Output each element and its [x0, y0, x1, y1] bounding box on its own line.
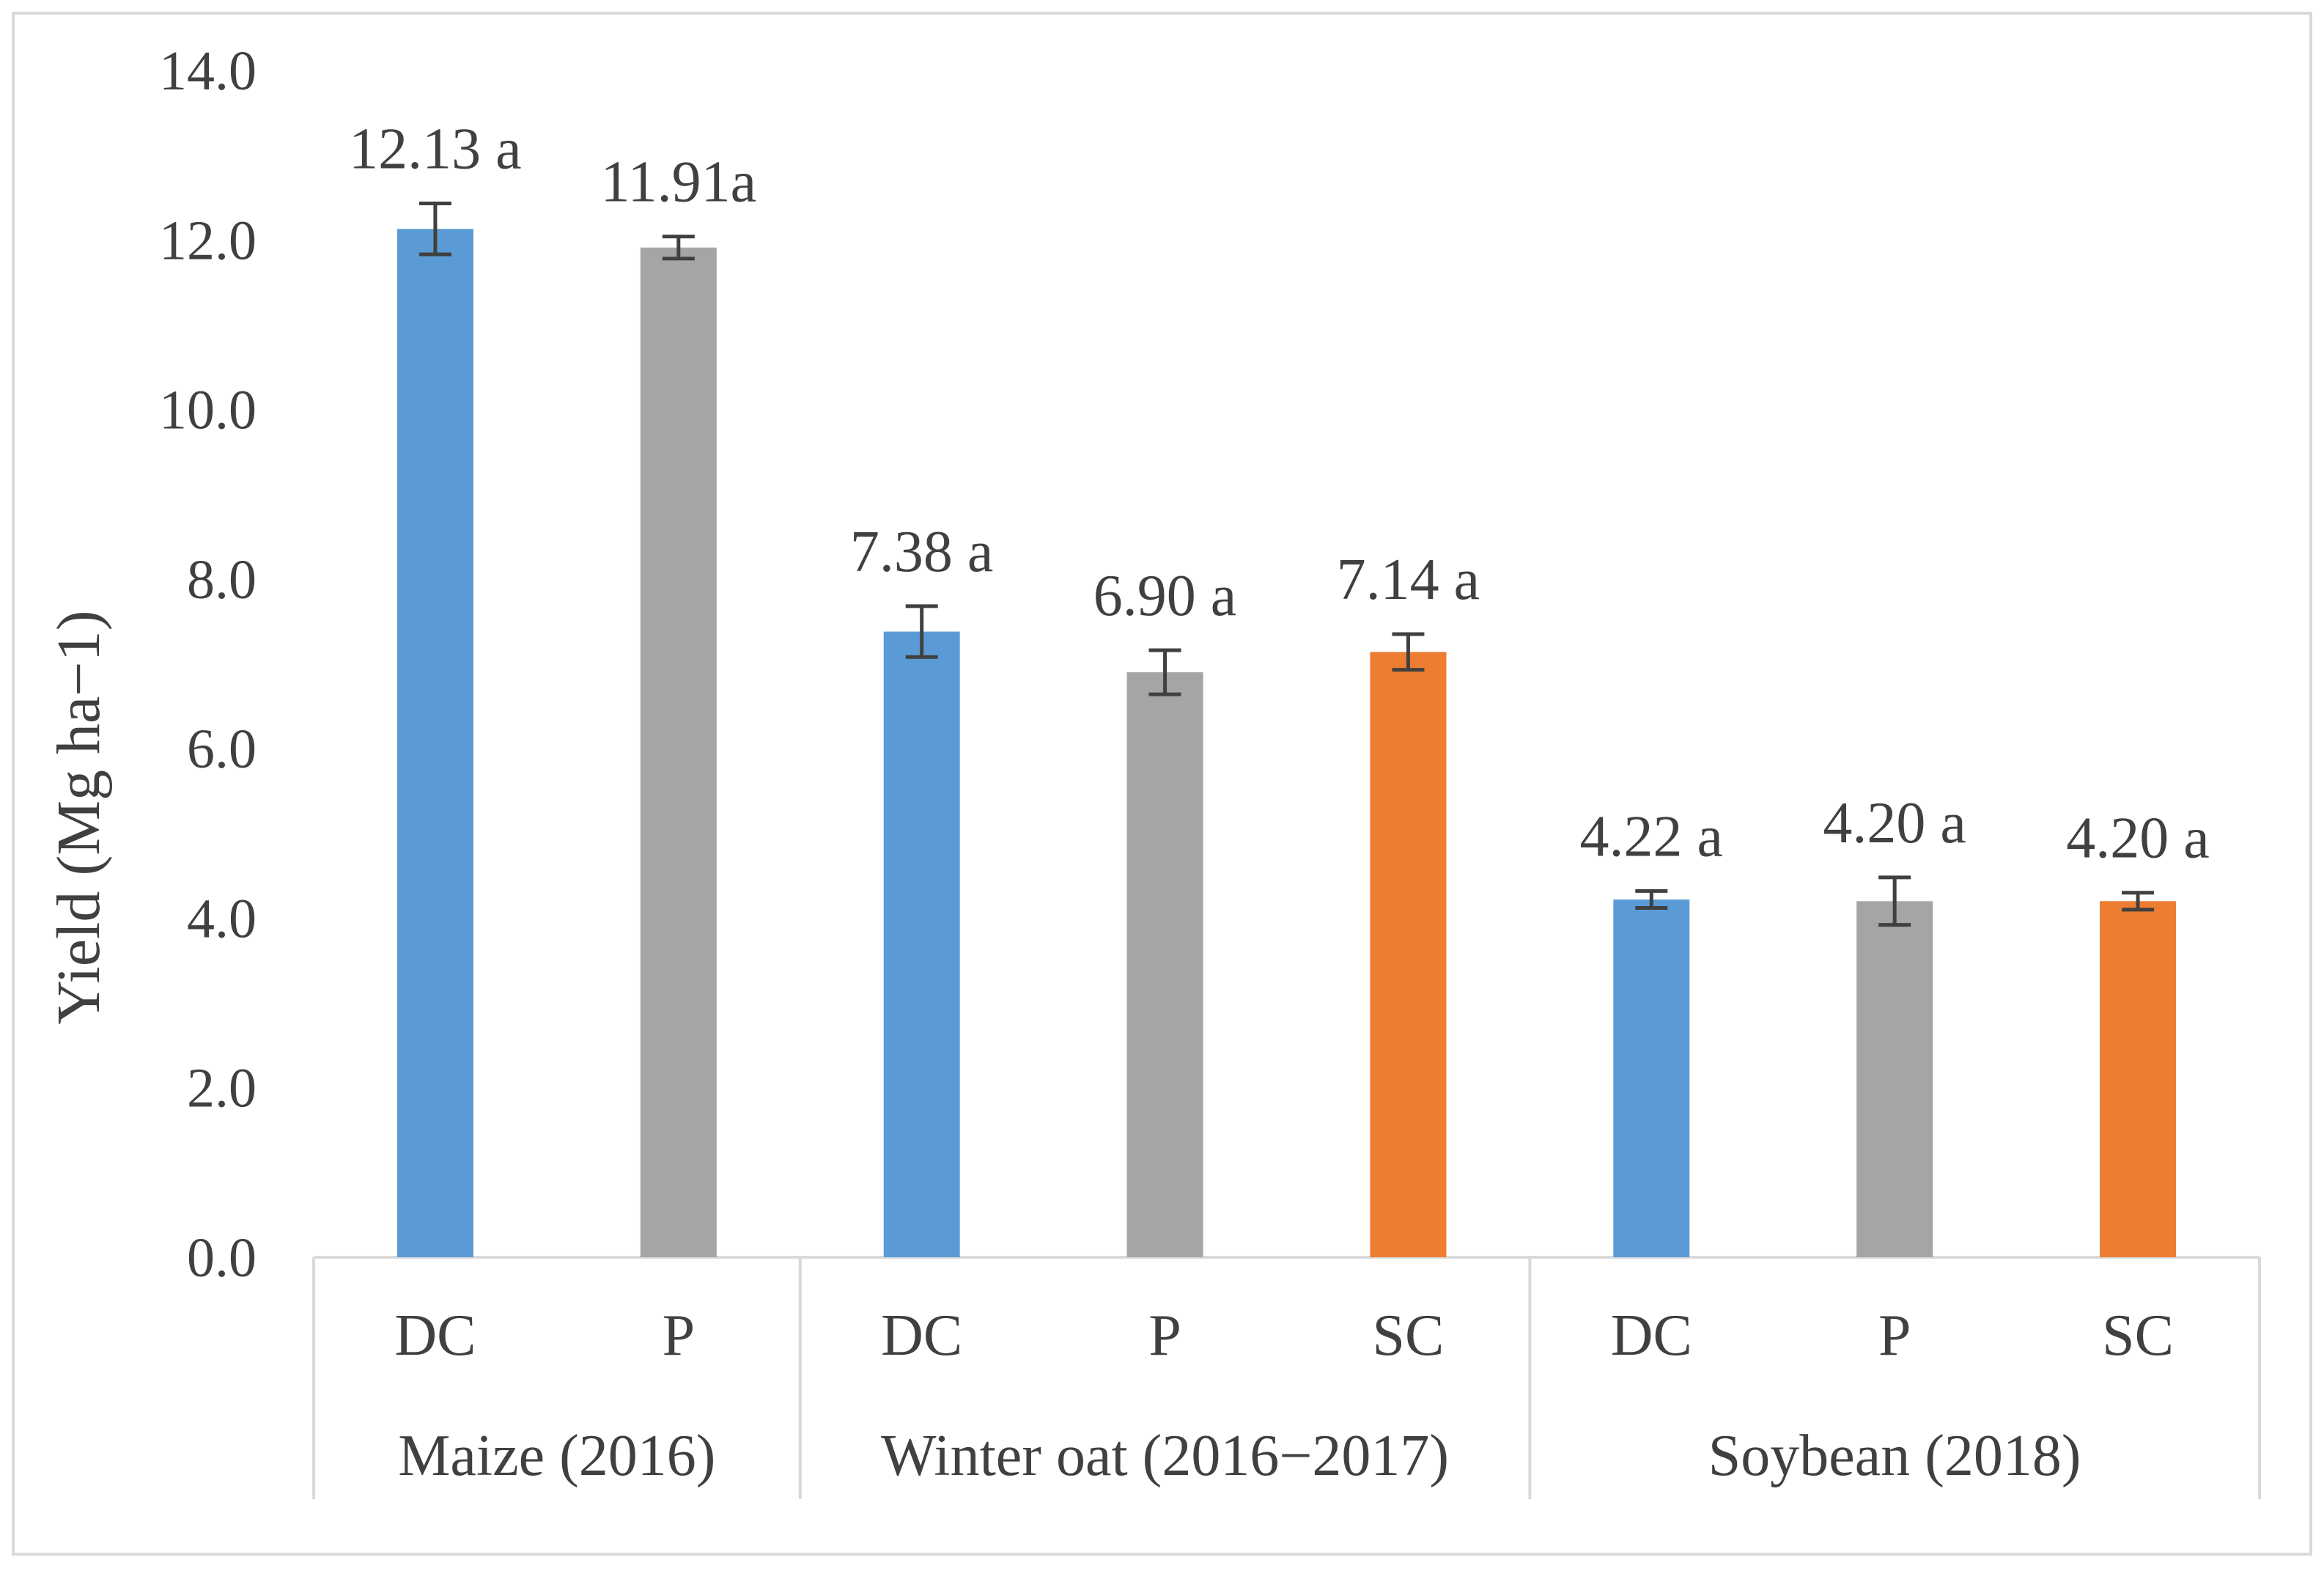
category-label: P	[1148, 1303, 1181, 1368]
data-label: 4.20 a	[2066, 806, 2210, 871]
group-labels: Maize (2016) Winter oat (2016−2017) Soybea…	[398, 1424, 2081, 1488]
category-label: DC	[881, 1303, 962, 1368]
category-label: SC	[2102, 1303, 2174, 1368]
bar	[1613, 899, 1690, 1257]
data-label: 4.22 a	[1580, 804, 1724, 869]
y-tick-label: 2.0	[187, 1058, 257, 1119]
y-tick-label: 0.0	[187, 1227, 257, 1289]
y-axis-ticks: 0.0 2.0 4.0 6.0 8.0 10.0 12.0 14.0	[159, 40, 257, 1289]
data-label: 12.13 a	[349, 117, 522, 182]
bar	[1370, 652, 1447, 1257]
group-label: Maize (2016)	[398, 1424, 715, 1488]
group-label: Winter oat (2016−2017)	[881, 1424, 1449, 1488]
category-labels: DC P DC P SC DC P SC	[394, 1303, 2174, 1368]
bar	[640, 247, 717, 1257]
y-tick-label: 6.0	[187, 718, 257, 780]
bar	[1856, 901, 1933, 1257]
data-label: 7.14 a	[1337, 548, 1480, 612]
category-label: DC	[1611, 1303, 1692, 1368]
data-labels: 12.13 a 11.91a 7.38 a 6.90 a 7.14 a 4.22 a 4.2…	[349, 117, 2210, 871]
bar	[396, 229, 473, 1257]
bar	[2100, 901, 2177, 1257]
data-label: 11.91a	[601, 150, 757, 215]
error-bars	[418, 202, 2155, 927]
y-tick-label: 10.0	[159, 380, 257, 441]
category-label: DC	[394, 1303, 476, 1368]
category-axis	[312, 1256, 2261, 1499]
category-label: P	[663, 1303, 696, 1368]
y-tick-label: 12.0	[159, 210, 257, 271]
y-tick-label: 8.0	[187, 549, 257, 611]
data-label: 4.20 a	[1823, 791, 1966, 856]
bar-series	[396, 229, 2177, 1257]
y-axis-label: Yield (Mg ha−1)	[45, 610, 113, 1024]
category-label: SC	[1373, 1303, 1445, 1368]
category-label: P	[1878, 1303, 1911, 1368]
data-label: 7.38 a	[850, 520, 994, 584]
bar	[1126, 672, 1203, 1257]
group-label: Soybean (2018)	[1708, 1424, 2081, 1488]
y-tick-label: 14.0	[159, 40, 257, 102]
y-tick-label: 4.0	[187, 888, 257, 949]
bar	[883, 631, 960, 1257]
data-label: 6.90 a	[1093, 564, 1237, 628]
